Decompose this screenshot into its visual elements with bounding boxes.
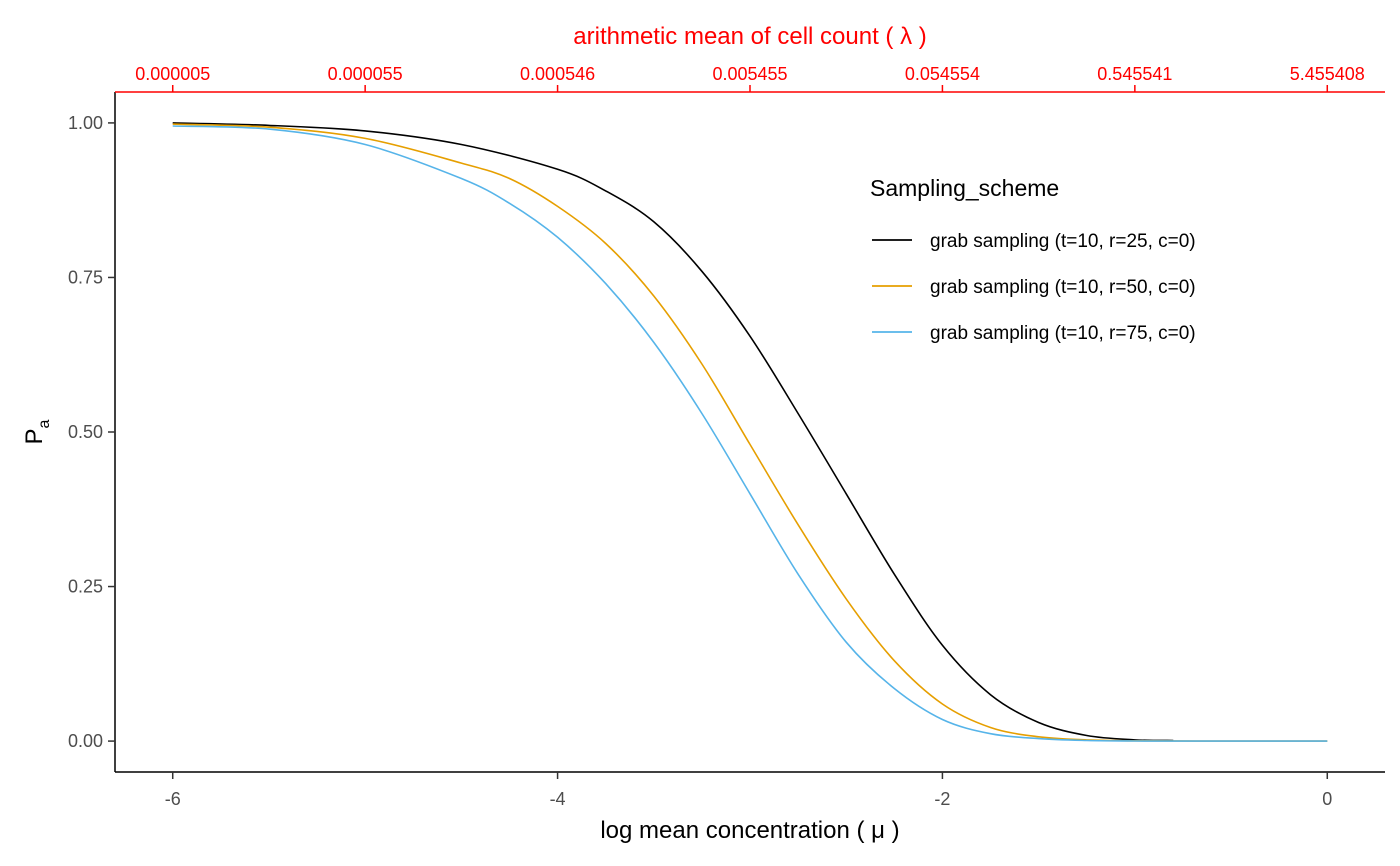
top-tick-label: 0.000055 bbox=[328, 64, 403, 84]
top-axis-title: arithmetic mean of cell count ( λ ) bbox=[573, 23, 926, 50]
x-tick-label: -2 bbox=[934, 789, 950, 809]
series-line-2 bbox=[172, 123, 1328, 742]
legend-label-1: grab sampling (t=10, r=25, c=0) bbox=[930, 231, 1196, 252]
y-axis-title-main: P bbox=[21, 428, 48, 444]
x-tick-label: 0 bbox=[1322, 789, 1332, 809]
top-axis-ticks: 0.000005 0.000055 0.000546 0.005455 0.054554… bbox=[135, 64, 1365, 92]
series-layer bbox=[172, 122, 1328, 742]
top-tick-label: 0.000005 bbox=[135, 64, 210, 84]
y-axis-title: Pa bbox=[21, 419, 53, 444]
top-tick-label: 0.000546 bbox=[520, 64, 595, 84]
legend-label-3: grab sampling (t=10, r=75, c=0) bbox=[930, 323, 1196, 344]
x-axis-title: log mean concentration ( μ ) bbox=[600, 817, 899, 844]
plot-panel: -6 -4 -2 0 0.000.250.500.751.00 0.000005 0.0… bbox=[68, 64, 1385, 809]
x-tick-label: -4 bbox=[550, 789, 566, 809]
series-line-1 bbox=[172, 122, 1174, 742]
top-tick-label: 5.455408 bbox=[1290, 64, 1365, 84]
x-tick-label: -6 bbox=[165, 789, 181, 809]
legend: Sampling_scheme grab sampling (t=10, r=2… bbox=[870, 175, 1196, 344]
x-axis-ticks: -6 -4 -2 0 bbox=[165, 772, 1332, 809]
top-tick-label: 0.054554 bbox=[905, 64, 980, 84]
y-tick-label: 0.50 bbox=[68, 422, 103, 442]
y-axis-title-subscript: a bbox=[36, 419, 53, 428]
y-axis-ticks: 0.00 0.25 0.50 0.75 1.00 bbox=[68, 113, 115, 751]
top-tick-label: 0.005455 bbox=[712, 64, 787, 84]
legend-label-2: grab sampling (t=10, r=50, c=0) bbox=[930, 277, 1196, 298]
legend-items: grab sampling (t=10, r=25, c=0) grab samp… bbox=[872, 231, 1196, 344]
legend-title: Sampling_scheme bbox=[870, 175, 1059, 201]
y-tick-label: 0.75 bbox=[68, 267, 103, 287]
series-line-3 bbox=[172, 125, 1328, 742]
y-tick-label: 0.25 bbox=[68, 577, 103, 597]
y-tick-label: 1.00 bbox=[68, 113, 103, 133]
y-tick-label: 0.00 bbox=[68, 731, 103, 751]
top-tick-label: 0.545541 bbox=[1097, 64, 1172, 84]
